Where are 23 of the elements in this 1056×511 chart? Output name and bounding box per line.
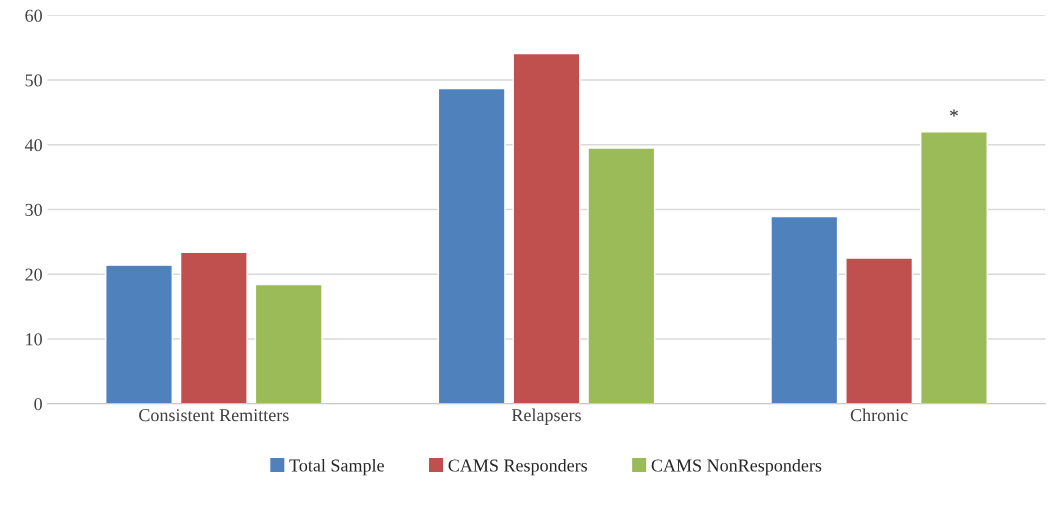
bar [179,251,248,404]
y-tick-label: 30 [25,203,42,216]
y-tick-label: 40 [24,139,42,152]
y-tick-label: 50 [25,74,42,87]
bar [437,87,506,404]
x-tick-label: Chronic [850,408,908,422]
legend-label: CAMS NonResponders [651,458,822,476]
bar [512,52,581,404]
y-tick-label: 10 [26,333,42,346]
annotation: * [950,109,958,117]
bar [845,257,914,404]
x-tick-label: Consistent Remitters [139,409,289,422]
legend-label: CAMS Responders [448,458,588,476]
legend-label: Total Sample [289,458,384,476]
bar [254,283,323,404]
x-tick-label: Relapsers [511,408,581,425]
bar [105,264,173,404]
y-tick-label: 60 [25,9,42,22]
y-tick-label: 0 [34,397,42,411]
y-tick-label: 20 [25,268,42,281]
bar [770,215,839,404]
bar [920,131,988,404]
bar [587,147,656,404]
